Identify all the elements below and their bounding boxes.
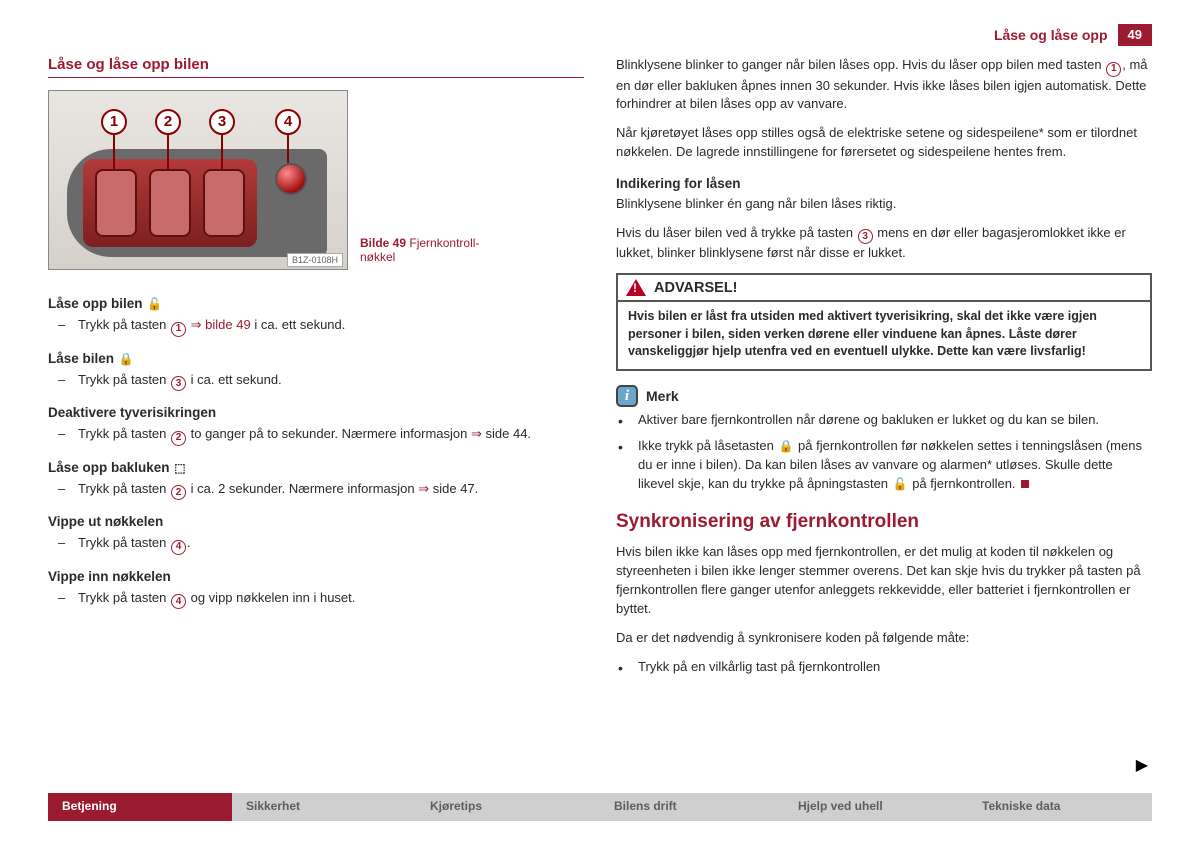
footer-tab[interactable]: Hjelp ved uhell: [784, 793, 968, 821]
warning-header: ADVARSEL!: [618, 275, 1150, 302]
footer-tab[interactable]: Kjøretips: [416, 793, 600, 821]
warning-box: ADVARSEL! Hvis bilen er låst fra utsiden…: [616, 273, 1152, 371]
info-icon: i: [616, 385, 638, 407]
sub-heading: Vippe inn nøkkelen: [48, 569, 584, 584]
warning-title: ADVARSEL!: [654, 280, 738, 296]
paragraph: Da er det nødvendig å synkronisere koden…: [616, 629, 1152, 648]
note-bullet: • Aktiver bare fjernkontrollen når døren…: [616, 411, 1152, 431]
inline-icon: ⬚: [174, 461, 185, 475]
inline-icon: 🔓: [147, 297, 162, 311]
content-columns: Låse og låse opp bilen 1 2 3 4 B1Z-0108H: [48, 56, 1152, 841]
section-heading: Låse og låse opp bilen: [48, 56, 584, 78]
figure-caption: Bilde 49 Fjernkontroll-nøkkel: [360, 236, 500, 270]
instruction-line: –Trykk på tasten 4.: [48, 533, 584, 555]
paragraph: Når kjøretøyet låses opp stilles også de…: [616, 124, 1152, 162]
page: Låse og låse opp 49 Låse og låse opp bil…: [0, 0, 1200, 841]
callout-1: 1: [101, 109, 127, 135]
paragraph: Blinklysene blinker to ganger når bilen …: [616, 56, 1152, 114]
footer-tabs: BetjeningSikkerhetKjøretipsBilens driftH…: [48, 793, 1152, 821]
paragraph: Blinklysene blinker én gang når bilen lå…: [616, 195, 1152, 214]
sub-heading: Låse opp bilen 🔓: [48, 296, 584, 311]
callout-3: 3: [209, 109, 235, 135]
header-section-title: Låse og låse opp: [994, 24, 1118, 46]
sub-heading: Deaktivere tyverisikringen: [48, 405, 584, 420]
note-header: i Merk: [616, 385, 1152, 407]
note-title: Merk: [646, 388, 679, 404]
section-heading-large: Synkronisering av fjernkontrollen: [616, 511, 1152, 533]
warning-triangle-icon: [626, 279, 646, 296]
instruction-line: –Trykk på tasten 2 i ca. 2 sekunder. Nær…: [48, 479, 584, 501]
paragraph: Hvis du låser bilen ved å trykke på tast…: [616, 224, 1152, 263]
page-number: 49: [1118, 24, 1152, 46]
callout-2: 2: [155, 109, 181, 135]
sub-heading: Vippe ut nøkkelen: [48, 514, 584, 529]
footer-tab[interactable]: Sikkerhet: [232, 793, 416, 821]
right-column: Blinklysene blinker to ganger når bilen …: [616, 56, 1152, 841]
left-column: Låse og låse opp bilen 1 2 3 4 B1Z-0108H: [48, 56, 584, 841]
page-header: Låse og låse opp 49: [48, 24, 1152, 46]
figure-keyfob: 1 2 3 4 B1Z-0108H: [48, 90, 348, 270]
sub-heading: Låse opp bakluken ⬚: [48, 460, 584, 475]
footer-tab[interactable]: Bilens drift: [600, 793, 784, 821]
inline-icon: 🔒: [119, 352, 134, 366]
callout-4: 4: [275, 109, 301, 135]
continued-arrow-icon: ▶: [1136, 755, 1148, 775]
image-id: B1Z-0108H: [287, 253, 343, 267]
paragraph: Hvis bilen ikke kan låses opp med fjernk…: [616, 543, 1152, 618]
footer-tab[interactable]: Tekniske data: [968, 793, 1152, 821]
figure-row: 1 2 3 4 B1Z-0108H Bilde 49 Fjernkontroll…: [48, 90, 584, 270]
instruction-line: –Trykk på tasten 4 og vipp nøkkelen inn …: [48, 588, 584, 610]
instruction-line: –Trykk på tasten 2 to ganger på to sekun…: [48, 424, 584, 446]
footer-tab[interactable]: Betjening: [48, 793, 232, 821]
warning-body: Hvis bilen er låst fra utsiden med aktiv…: [618, 302, 1150, 369]
sub-heading: Indikering for låsen: [616, 176, 1152, 191]
instruction-line: –Trykk på tasten 1 ⇒ bilde 49 i ca. ett …: [48, 315, 584, 337]
step-bullet: • Trykk på en vilkårlig tast på fjernkon…: [616, 658, 1152, 678]
sub-heading: Låse bilen 🔒: [48, 351, 584, 366]
instruction-line: –Trykk på tasten 3 i ca. ett sekund.: [48, 370, 584, 392]
note-bullet: • Ikke trykk på låsetasten 🔒 på fjernkon…: [616, 437, 1152, 494]
